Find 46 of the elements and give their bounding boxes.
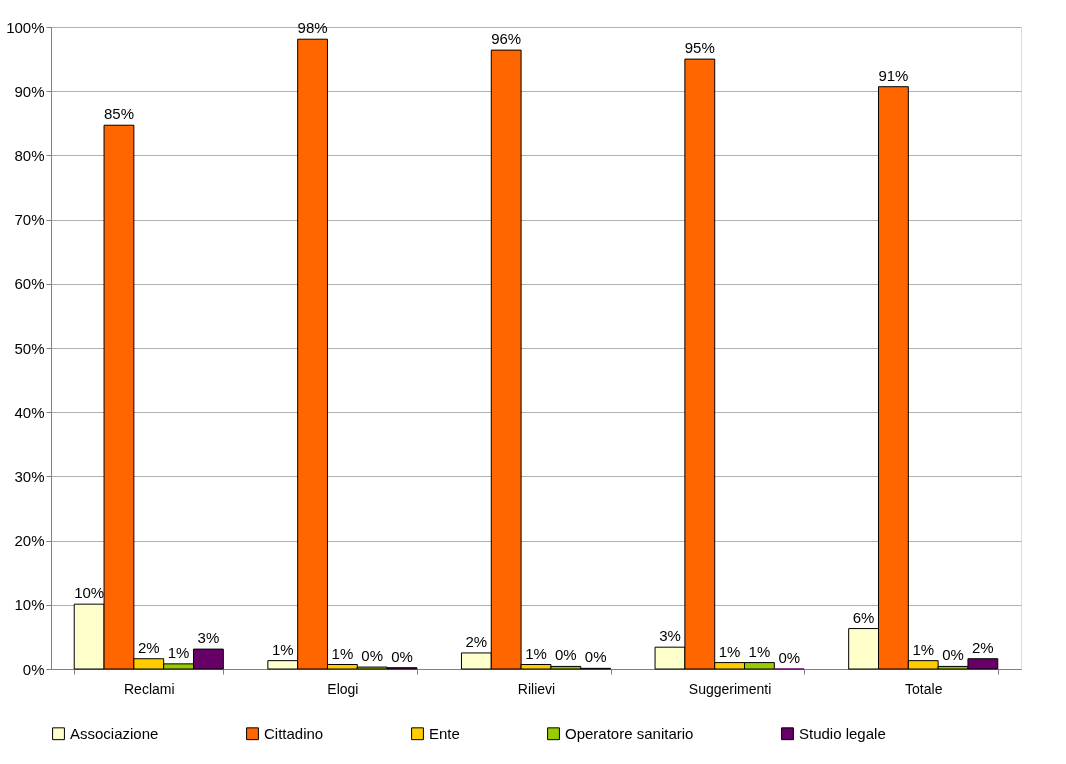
data-label: 0%: [584, 648, 607, 666]
data-label: 95%: [684, 39, 715, 57]
data-label: 91%: [878, 66, 909, 84]
y-tick-label: 10%: [14, 596, 45, 614]
x-tick-label: Suggerimenti: [688, 680, 772, 697]
data-label: 0%: [778, 649, 801, 666]
data-label: 10%: [74, 584, 105, 602]
data-label: 0%: [361, 647, 384, 665]
data-label: 3%: [197, 629, 220, 647]
data-label: 0%: [942, 646, 964, 664]
y-tick-label: 90%: [14, 82, 45, 100]
data-label: 3%: [659, 627, 681, 645]
data-label: 98%: [297, 19, 328, 37]
data-label: 0%: [554, 646, 577, 664]
y-tick-label: 30%: [14, 467, 45, 485]
y-tick-label: 80%: [14, 146, 45, 164]
y-tick-label: 40%: [14, 403, 45, 421]
x-tick-label: Reclami: [123, 680, 175, 697]
legend-label: Associazione: [70, 724, 159, 742]
y-tick-label: 100%: [6, 18, 45, 36]
y-tick-label: 70%: [14, 211, 45, 229]
x-tick-label: Totale: [905, 680, 943, 697]
data-label: 2%: [137, 638, 160, 656]
y-tick-label: 20%: [14, 532, 45, 550]
legend-label: Studio legale: [799, 724, 886, 742]
data-label: 1%: [718, 642, 741, 660]
data-label: 1%: [525, 644, 547, 662]
data-label: 2%: [465, 632, 488, 650]
y-tick-label: 60%: [14, 275, 45, 293]
data-label: 0%: [391, 647, 413, 665]
data-label: 1%: [271, 640, 294, 658]
data-label: 1%: [912, 640, 935, 658]
y-tick-label: 0%: [22, 660, 45, 678]
data-label: 85%: [103, 105, 134, 123]
legend-label: Ente: [429, 724, 460, 742]
legend-label: Operatore sanitario: [565, 724, 694, 742]
data-label: 96%: [491, 30, 522, 48]
y-tick-label: 50%: [14, 339, 45, 357]
data-label: 2%: [972, 638, 994, 656]
data-label: 6%: [852, 608, 875, 626]
data-label: 1%: [167, 643, 190, 661]
data-label: 1%: [748, 642, 771, 660]
legend-label: Cittadino: [264, 724, 324, 742]
data-label: 1%: [331, 644, 354, 662]
x-tick-label: Rilievi: [517, 680, 556, 697]
x-tick-label: Elogi: [327, 680, 359, 697]
